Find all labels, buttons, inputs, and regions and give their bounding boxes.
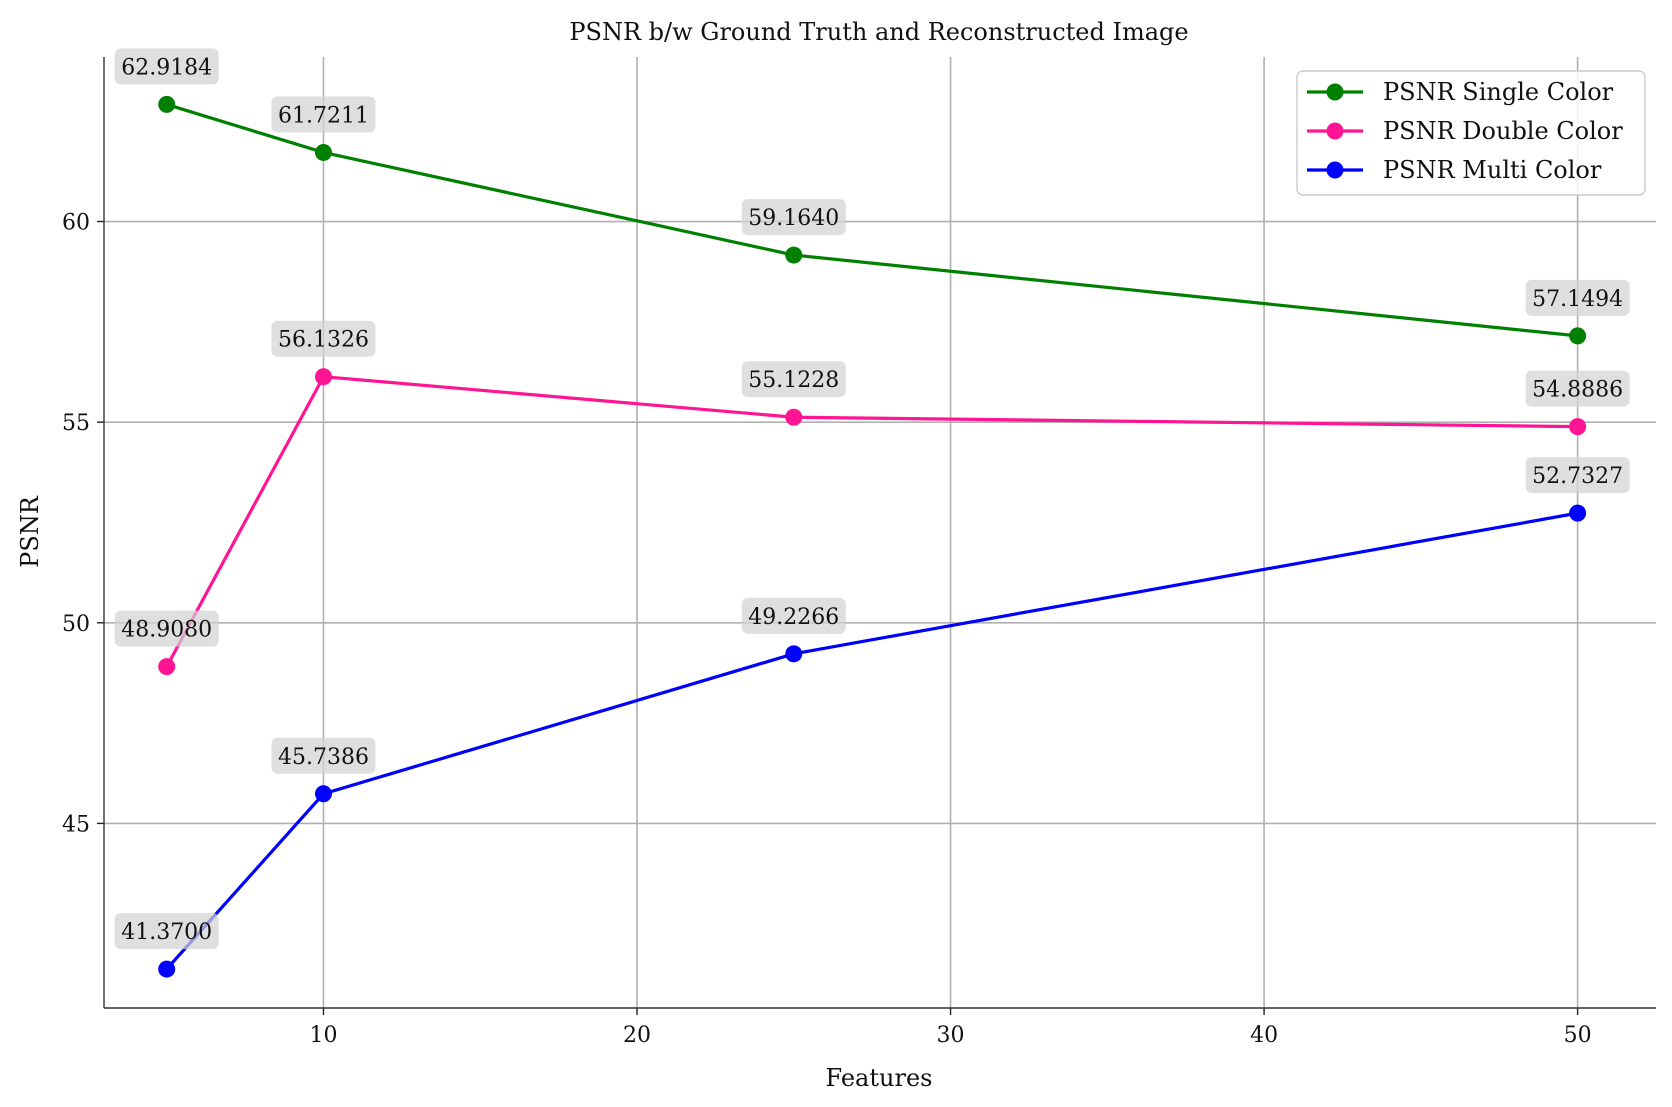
x-tick-label: 20	[623, 1023, 651, 1048]
grid-layer	[104, 57, 1656, 1008]
series-line-psnr-double-color	[165, 375, 1578, 668]
legend-label-psnr-single-color: PSNR Single Color	[1383, 78, 1614, 106]
data-point-psnr-multi-color	[158, 960, 176, 978]
legend-marker-psnr-single-color	[1326, 83, 1344, 101]
y-tick-label: 50	[62, 612, 90, 637]
data-label: 48.9080	[121, 618, 212, 643]
data-label: 56.1326	[278, 328, 369, 353]
x-tick-label: 30	[937, 1023, 965, 1048]
chart-title: PSNR b/w Ground Truth and Reconstructed …	[569, 18, 1188, 46]
series-line-psnr-single-color	[166, 102, 1578, 338]
x-tick-label: 10	[309, 1023, 337, 1048]
data-point-psnr-multi-color	[314, 785, 332, 803]
data-label-box	[114, 610, 219, 647]
y-axis-label: PSNR	[16, 495, 44, 568]
legend: PSNR Single Color PSNR Double Color PSNR M…	[1296, 70, 1646, 196]
axes-layer: 10 20 30 40 50 45 50 55 60	[62, 57, 1656, 1048]
data-label: 59.1640	[748, 206, 839, 231]
data-point-psnr-single-color	[785, 246, 803, 264]
data-labels-layer: 62.9184 61.7211 59.1640 57.1494 48.9080 56.13…	[114, 48, 1630, 950]
data-point-psnr-single-color	[158, 95, 176, 113]
data-point-psnr-single-color	[314, 143, 332, 161]
legend-box	[1296, 70, 1646, 196]
series-layer	[158, 95, 1587, 978]
data-label-box	[271, 737, 376, 774]
data-point-psnr-multi-color	[785, 645, 803, 663]
data-label: 52.7327	[1532, 464, 1623, 489]
data-label: 61.7211	[278, 103, 369, 128]
data-point-psnr-double-color	[314, 368, 332, 386]
data-label: 54.8886	[1532, 378, 1623, 403]
x-tick-label: 50	[1564, 1023, 1592, 1048]
y-tick-label: 45	[62, 812, 90, 837]
data-point-psnr-double-color	[158, 658, 176, 676]
data-label-box	[271, 320, 376, 357]
data-label-box	[1525, 279, 1630, 316]
data-label: 41.3700	[121, 920, 212, 945]
x-axis-label: Features	[826, 1064, 933, 1092]
y-tick-label: 60	[62, 211, 90, 236]
legend-marker-psnr-double-color	[1326, 122, 1344, 140]
data-label-box	[741, 361, 846, 398]
legend-label-psnr-double-color: PSNR Double Color	[1383, 117, 1623, 145]
data-label-box	[741, 597, 846, 634]
data-label: 62.9184	[121, 55, 212, 80]
series-line-psnr-multi-color	[165, 511, 1578, 971]
data-point-psnr-single-color	[1569, 327, 1587, 345]
data-label: 57.1494	[1532, 287, 1623, 312]
y-tick-label: 55	[62, 411, 90, 436]
data-label-box	[741, 199, 846, 236]
data-label: 55.1228	[748, 368, 839, 393]
legend-label-psnr-multi-color: PSNR Multi Color	[1383, 156, 1602, 184]
x-tick-label: 40	[1250, 1023, 1278, 1048]
data-label-box	[114, 48, 219, 85]
data-point-psnr-double-color	[1569, 418, 1587, 436]
data-label-box	[114, 913, 219, 950]
data-point-psnr-multi-color	[1569, 504, 1587, 522]
data-label: 49.2266	[748, 605, 839, 630]
legend-marker-psnr-multi-color	[1326, 161, 1344, 179]
data-label-box	[1525, 370, 1630, 407]
data-label: 45.7386	[278, 745, 369, 770]
data-label-box	[271, 96, 376, 133]
data-label-box	[1525, 457, 1630, 494]
data-point-psnr-double-color	[785, 408, 803, 426]
